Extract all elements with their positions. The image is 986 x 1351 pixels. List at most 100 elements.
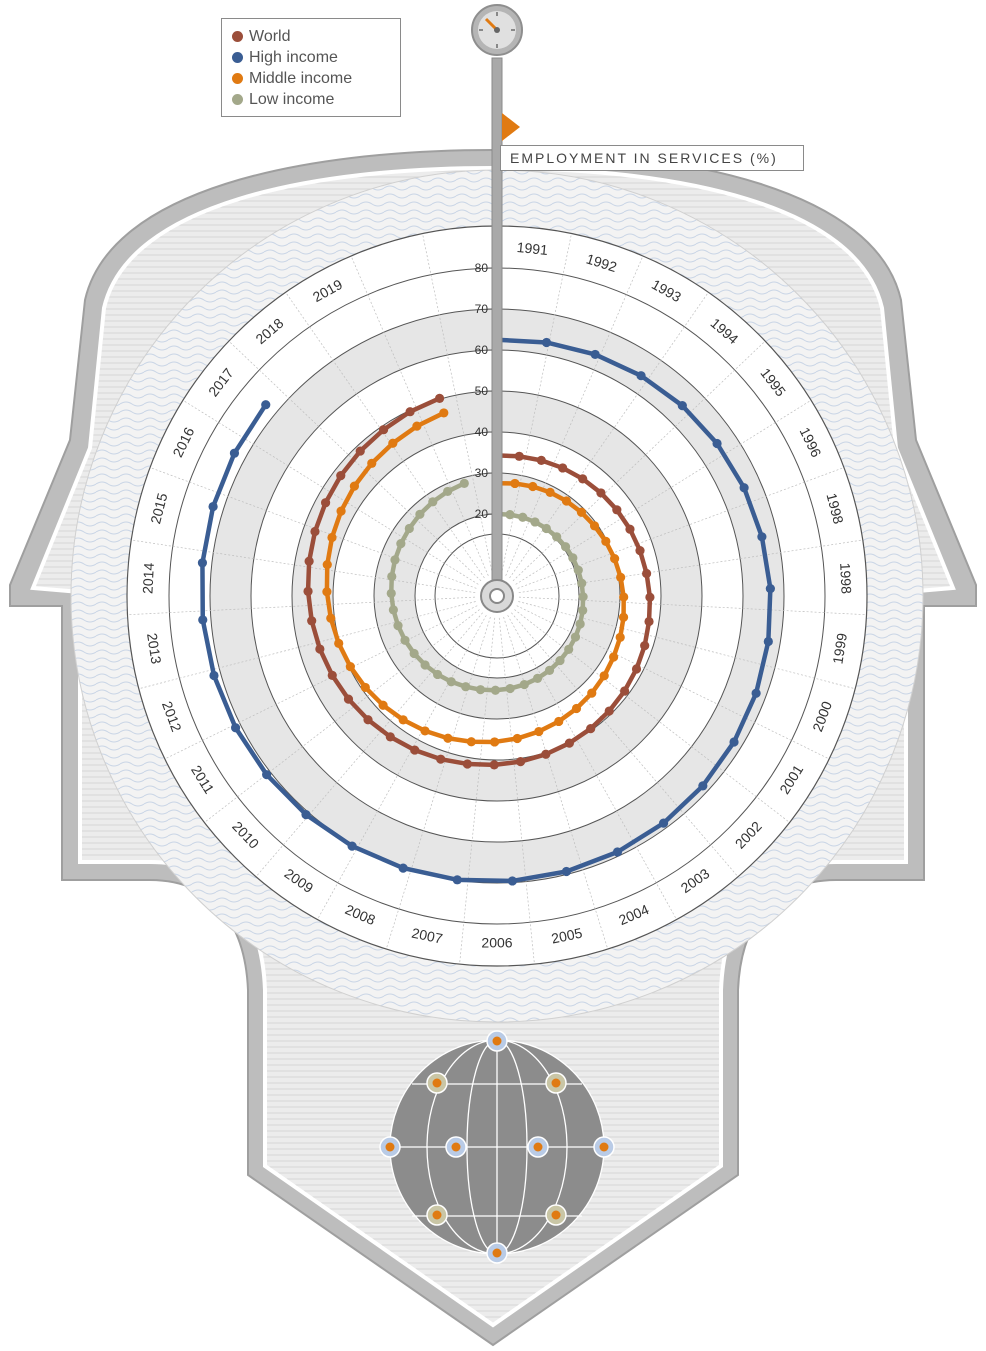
data-point-middle — [326, 613, 336, 623]
legend-item-high-income: High income — [232, 47, 400, 68]
data-point-world — [620, 686, 630, 696]
globe-marker — [527, 1136, 549, 1158]
data-point-high — [197, 558, 208, 568]
data-point-middle — [571, 703, 582, 714]
data-point-world — [462, 759, 472, 769]
data-point-low — [530, 517, 540, 527]
data-point-middle — [619, 592, 629, 602]
hub-inner — [489, 588, 505, 604]
data-point-low — [541, 523, 551, 534]
data-point-low — [544, 665, 555, 675]
year-label: 2013 — [144, 632, 165, 665]
data-point-low — [570, 632, 581, 642]
data-point-high — [612, 847, 623, 857]
series-world — [303, 393, 655, 770]
legend-label: World — [249, 27, 291, 45]
data-point-middle — [589, 521, 600, 531]
data-point-high — [198, 615, 208, 625]
data-point-world — [310, 526, 320, 537]
data-point-low — [552, 532, 562, 542]
data-point-middle — [378, 700, 388, 710]
data-point-middle — [336, 506, 346, 516]
data-point-high — [677, 401, 687, 411]
data-point-world — [558, 463, 568, 473]
data-point-world — [303, 586, 313, 596]
spoke — [517, 467, 845, 589]
spoke — [516, 605, 830, 760]
data-point-low — [400, 635, 410, 645]
data-point-middle — [576, 507, 587, 517]
spoke — [285, 292, 485, 579]
axis-title: EMPLOYMENT IN SERVICES (%) — [500, 145, 804, 171]
data-point-low — [518, 512, 528, 522]
data-point-low — [505, 510, 515, 520]
data-point-world — [515, 757, 526, 767]
spoke — [131, 539, 476, 594]
data-point-world — [612, 505, 622, 515]
data-point-world — [304, 556, 314, 566]
spoke — [127, 596, 476, 616]
data-point-low — [560, 542, 571, 552]
globe-marker — [545, 1204, 567, 1226]
data-point-world — [343, 694, 354, 704]
data-point-high — [209, 670, 219, 681]
data-point-world — [641, 568, 652, 579]
clock-icon — [471, 4, 523, 56]
data-point-world — [644, 616, 654, 627]
data-point-low — [578, 605, 588, 615]
data-point-high — [541, 337, 552, 348]
data-point-world — [363, 715, 373, 725]
legend-swatch-low-income — [232, 94, 243, 105]
data-point-middle — [443, 733, 453, 743]
radial-tick-labels: 20 30 40 50 60 70 80 — [475, 261, 492, 521]
series-middle — [322, 408, 629, 747]
data-point-high — [739, 483, 749, 493]
data-point-low — [387, 571, 397, 582]
data-point-middle — [345, 662, 355, 672]
data-point-low — [415, 509, 425, 519]
data-point-middle — [561, 496, 572, 506]
spoke — [385, 616, 491, 950]
globe-marker — [445, 1136, 467, 1158]
data-point-world — [640, 641, 650, 651]
data-point-world — [307, 616, 317, 626]
data-point-low — [396, 539, 406, 549]
radial-tick-label: 40 — [475, 425, 489, 439]
globe-marker — [486, 1030, 508, 1052]
data-point-high — [561, 866, 572, 877]
data-point-low — [505, 683, 515, 694]
data-point-high — [347, 841, 357, 851]
data-point-low — [432, 669, 443, 680]
data-point-world — [405, 407, 415, 417]
spoke — [507, 615, 677, 920]
data-point-world — [536, 455, 546, 465]
spoke — [518, 539, 863, 594]
data-point-middle — [439, 408, 449, 418]
year-label: 2005 — [550, 925, 584, 947]
spoke — [138, 601, 476, 690]
data-point-world — [604, 706, 614, 716]
data-point-low — [519, 679, 529, 690]
data-point-low — [575, 619, 585, 629]
data-point-world — [635, 545, 645, 556]
spoke — [514, 609, 790, 823]
data-point-middle — [420, 726, 430, 736]
data-point-world — [645, 592, 655, 602]
spoke — [164, 605, 478, 760]
spoke — [515, 399, 812, 585]
data-point-high — [751, 688, 761, 698]
data-point-high — [698, 781, 708, 791]
data-point-world — [315, 644, 325, 654]
data-point-low — [578, 592, 588, 602]
spoke — [422, 233, 493, 575]
data-point-high — [208, 501, 218, 512]
data-point-middle — [534, 726, 544, 737]
data-point-high — [763, 636, 773, 647]
data-point-low — [532, 673, 543, 684]
data-point-low — [420, 660, 430, 670]
data-point-middle — [349, 481, 360, 491]
data-point-low — [393, 621, 403, 631]
globe-marker — [545, 1072, 567, 1094]
data-point-world — [586, 724, 596, 734]
